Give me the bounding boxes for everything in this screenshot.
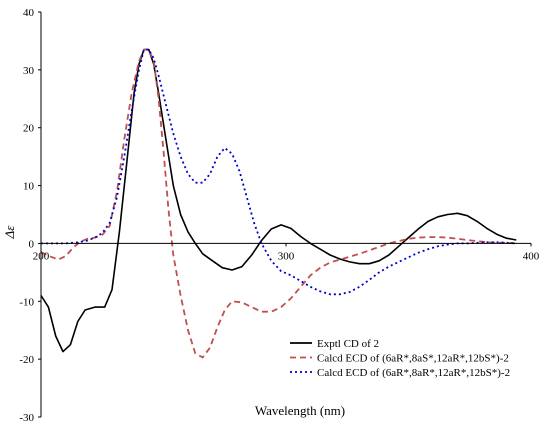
x-tick-label: 400	[523, 250, 540, 262]
tick-labels: -30 -20 -10 0 10 20 30 40 200 300 400	[19, 7, 539, 424]
y-tick-label: 30	[23, 65, 35, 77]
y-tick-label: 40	[23, 7, 35, 19]
y-tick-label: -30	[19, 412, 34, 424]
series-line-calcd_r	[41, 48, 517, 296]
axes	[38, 11, 532, 418]
y-tick-label: -20	[19, 354, 34, 366]
y-tick-label: -10	[19, 296, 34, 308]
series-line-exptl	[40, 48, 517, 353]
y-tick-label: 10	[23, 181, 35, 193]
legend-label-calcd_r: Calcd ECD of (6aR*,8aR*,12aR*,12bS*)-2	[317, 367, 510, 379]
legend-label-exptl: Exptl CD of 2	[317, 338, 379, 350]
y-tick-label: 20	[23, 123, 35, 135]
x-tick-label: 200	[33, 250, 50, 262]
y-axis-title: Δε	[2, 225, 17, 240]
y-tick-label: 0	[29, 238, 35, 250]
x-axis-title: Wavelength (nm)	[255, 403, 345, 418]
series-line-calcd_s	[40, 48, 517, 359]
legend: Exptl CD of 2 Calcd ECD of (6aR*,8aS*,12a…	[290, 338, 510, 379]
x-tick-label: 300	[278, 250, 295, 262]
legend-label-calcd_s: Calcd ECD of (6aR*,8aS*,12aR*,12bS*)-2	[317, 353, 509, 365]
plot-area	[40, 48, 517, 359]
